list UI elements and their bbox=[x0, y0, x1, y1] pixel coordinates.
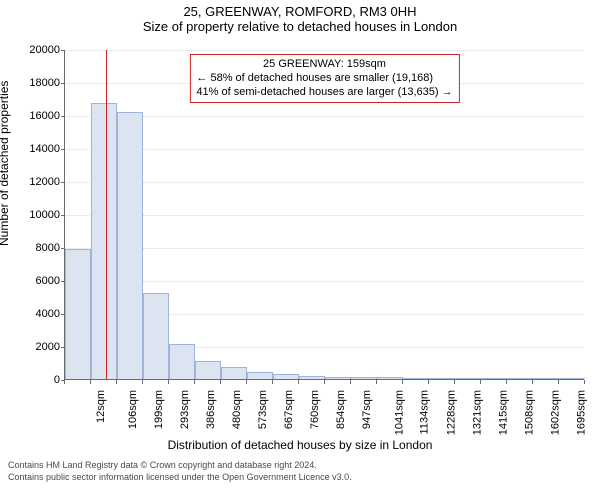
xtick-label: 386sqm bbox=[205, 390, 217, 429]
xtick-mark bbox=[324, 380, 325, 384]
histogram-bar bbox=[91, 103, 117, 379]
xtick-mark bbox=[220, 380, 221, 384]
histogram-bar bbox=[429, 378, 455, 379]
histogram-bar bbox=[481, 378, 507, 379]
histogram-bar bbox=[195, 361, 221, 379]
histogram-bar bbox=[403, 378, 429, 379]
xtick-label: 573sqm bbox=[257, 390, 269, 429]
xtick-label: 12sqm bbox=[95, 390, 107, 423]
xtick-mark bbox=[64, 380, 65, 384]
histogram-bar bbox=[377, 377, 403, 379]
xtick-mark bbox=[116, 380, 117, 384]
xtick-mark bbox=[402, 380, 403, 384]
histogram-bar bbox=[221, 367, 247, 379]
xtick-mark bbox=[584, 380, 585, 384]
xtick-label: 1228sqm bbox=[445, 390, 457, 435]
chart-container: Number of detached properties 25 GREENWA… bbox=[0, 36, 600, 456]
xtick-label: 199sqm bbox=[153, 390, 165, 429]
xtick-mark bbox=[350, 380, 351, 384]
xtick-mark bbox=[194, 380, 195, 384]
xtick-label: 1134sqm bbox=[418, 390, 430, 434]
xtick-label: 760sqm bbox=[309, 390, 321, 429]
ytick-mark bbox=[61, 149, 65, 150]
ytick-label: 6000 bbox=[10, 275, 60, 287]
ytick-mark bbox=[61, 83, 65, 84]
ytick-mark bbox=[61, 215, 65, 216]
xtick-mark bbox=[506, 380, 507, 384]
xtick-mark bbox=[558, 380, 559, 384]
annotation-line: 25 GREENWAY: 159sqm bbox=[196, 58, 452, 72]
xtick-label: 1508sqm bbox=[523, 390, 535, 435]
xtick-label: 1041sqm bbox=[393, 390, 405, 435]
histogram-bar bbox=[351, 377, 377, 379]
xtick-mark bbox=[246, 380, 247, 384]
x-axis-label: Distribution of detached houses by size … bbox=[0, 438, 600, 452]
attribution-line2: Contains public sector information licen… bbox=[8, 472, 352, 482]
ytick-label: 8000 bbox=[10, 242, 60, 254]
xtick-label: 480sqm bbox=[231, 390, 243, 429]
histogram-bar bbox=[169, 344, 195, 379]
xtick-mark bbox=[532, 380, 533, 384]
ytick-mark bbox=[61, 182, 65, 183]
histogram-bar bbox=[65, 249, 91, 379]
xtick-mark bbox=[480, 380, 481, 384]
histogram-bar bbox=[299, 376, 325, 379]
ytick-label: 4000 bbox=[10, 308, 60, 320]
xtick-mark bbox=[90, 380, 91, 384]
xtick-mark bbox=[142, 380, 143, 384]
xtick-mark bbox=[454, 380, 455, 384]
xtick-label: 854sqm bbox=[335, 390, 347, 429]
ytick-label: 14000 bbox=[10, 143, 60, 155]
xtick-label: 1321sqm bbox=[471, 390, 483, 435]
xtick-label: 667sqm bbox=[283, 390, 295, 429]
ytick-mark bbox=[61, 50, 65, 51]
xtick-mark bbox=[168, 380, 169, 384]
xtick-label: 1415sqm bbox=[497, 390, 509, 435]
histogram-bar bbox=[533, 378, 559, 379]
histogram-bar bbox=[247, 372, 273, 379]
ytick-mark bbox=[61, 116, 65, 117]
ytick-label: 2000 bbox=[10, 341, 60, 353]
reference-line bbox=[106, 50, 107, 379]
y-axis-label: Number of detached properties bbox=[0, 81, 11, 246]
annotation-line: 41% of semi-detached houses are larger (… bbox=[196, 86, 452, 100]
xtick-label: 106sqm bbox=[127, 390, 139, 429]
histogram-bar bbox=[559, 378, 585, 379]
xtick-mark bbox=[272, 380, 273, 384]
histogram-bar bbox=[143, 293, 169, 379]
attribution-line1: Contains HM Land Registry data © Crown c… bbox=[8, 460, 317, 470]
ytick-label: 10000 bbox=[10, 209, 60, 221]
plot-area: 25 GREENWAY: 159sqm← 58% of detached hou… bbox=[64, 50, 584, 380]
xtick-label: 1695sqm bbox=[575, 390, 587, 435]
xtick-label: 947sqm bbox=[361, 390, 373, 429]
histogram-bar bbox=[117, 112, 143, 379]
ytick-label: 18000 bbox=[10, 77, 60, 89]
xtick-mark bbox=[298, 380, 299, 384]
histogram-bar bbox=[455, 378, 481, 379]
gridline bbox=[65, 50, 584, 51]
histogram-bar bbox=[273, 374, 299, 379]
attribution-text: Contains HM Land Registry data © Crown c… bbox=[0, 456, 600, 483]
xtick-mark bbox=[428, 380, 429, 384]
ytick-label: 16000 bbox=[10, 110, 60, 122]
ytick-label: 20000 bbox=[10, 44, 60, 56]
annotation-box: 25 GREENWAY: 159sqm← 58% of detached hou… bbox=[189, 54, 459, 103]
ytick-label: 0 bbox=[10, 374, 60, 386]
ytick-label: 12000 bbox=[10, 176, 60, 188]
annotation-line: ← 58% of detached houses are smaller (19… bbox=[196, 72, 452, 86]
xtick-label: 1602sqm bbox=[549, 390, 561, 435]
chart-title: Size of property relative to detached ho… bbox=[0, 19, 600, 34]
histogram-bar bbox=[507, 378, 533, 379]
chart-supertitle: 25, GREENWAY, ROMFORD, RM3 0HH bbox=[0, 4, 600, 19]
xtick-label: 293sqm bbox=[179, 390, 191, 429]
histogram-bar bbox=[325, 377, 351, 379]
xtick-mark bbox=[376, 380, 377, 384]
